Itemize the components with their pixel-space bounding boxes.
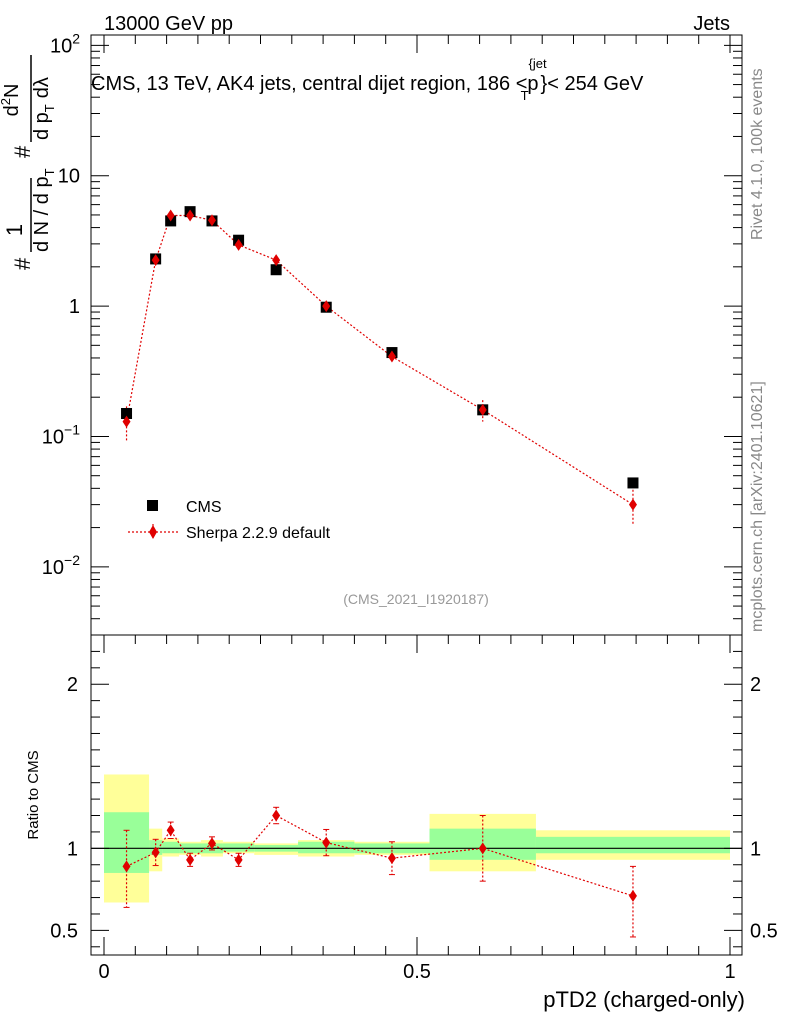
sherpa-point bbox=[272, 254, 281, 267]
sherpa-line bbox=[125, 214, 634, 506]
ratio-band-inner bbox=[162, 841, 180, 854]
sherpa-point bbox=[122, 415, 131, 428]
x-axis-label: pTD2 (charged-only) bbox=[543, 987, 745, 1012]
ratio-band-inner bbox=[535, 836, 730, 854]
analysis-watermark: (CMS_2021_I1920187) bbox=[343, 591, 489, 607]
ratio-y-ticks: 2 2 1 1 0.5 0.5 bbox=[50, 634, 778, 948]
y-label-frac2-num: d2N bbox=[0, 84, 23, 117]
sherpa-point bbox=[478, 403, 487, 416]
sherpa-point bbox=[151, 254, 160, 267]
ratio-y-tick-label: 1 bbox=[67, 838, 78, 860]
sherpa-point bbox=[234, 238, 243, 251]
main-y-tick-label: 1 bbox=[69, 296, 80, 318]
main-y-tick-label: 10 bbox=[58, 166, 80, 188]
ratio-y-tick-label: 2 bbox=[67, 674, 78, 696]
plot-title-end: }< 254 GeV bbox=[541, 73, 645, 95]
side-rivet: Rivet 4.1.0, 100k events bbox=[749, 68, 766, 240]
ratio-sherpa-point bbox=[207, 837, 216, 850]
main-panel-frame bbox=[90, 34, 743, 636]
plot-title-sup: {jet bbox=[529, 56, 547, 71]
ratio-sherpa-point bbox=[166, 824, 175, 837]
ratio-y-tick-label-right: 2 bbox=[750, 674, 761, 696]
cms-point bbox=[627, 477, 639, 489]
plot-title-main: CMS, 13 TeV, AK4 jets, central dijet reg… bbox=[91, 73, 539, 95]
plot-title: CMS, 13 TeV, AK4 jets, central dijet reg… bbox=[91, 56, 644, 103]
main-y-ticks: 102 10 1 10−1 10−2 bbox=[42, 30, 742, 636]
cms-point bbox=[270, 264, 282, 276]
main-y-tick-label: 10−2 bbox=[42, 552, 80, 579]
legend-cms-marker bbox=[147, 500, 158, 511]
y-label-frac2-den: d pTdλ bbox=[31, 77, 57, 140]
sherpa-point bbox=[207, 214, 216, 227]
y-label-frac1-den: d N / d pT bbox=[31, 168, 57, 252]
sherpa-point bbox=[387, 350, 396, 363]
side-mcplots: mcplots.cern.ch [arXiv:2401.10621] bbox=[749, 381, 766, 632]
sherpa-point bbox=[166, 209, 175, 222]
ratio-y-label: Ratio to CMS bbox=[25, 750, 42, 839]
ratio-sherpa-point bbox=[272, 809, 281, 822]
sherpa-point bbox=[186, 209, 195, 222]
ratio-sherpa-point bbox=[628, 889, 637, 902]
main-y-label: # 1 d N / d pT # d2N d pTdλ bbox=[0, 55, 57, 270]
x-tick-label: 0 bbox=[98, 961, 109, 983]
y-label-hash2: # bbox=[10, 145, 35, 158]
ratio-y-tick-label-right: 1 bbox=[750, 838, 761, 860]
ratio-band-inner bbox=[222, 843, 255, 852]
legend-sherpa-label: Sherpa 2.2.9 default bbox=[186, 525, 331, 542]
x-ticks: 0 0.5 1 bbox=[98, 35, 736, 983]
ratio-sherpa-point bbox=[387, 852, 396, 865]
legend-cms-label: CMS bbox=[186, 499, 222, 516]
plot-title-sub: T bbox=[521, 88, 529, 103]
header-left: 13000 GeV pp bbox=[104, 13, 233, 35]
legend-sherpa-marker bbox=[149, 525, 157, 539]
header-right: Jets bbox=[693, 13, 730, 35]
sherpa-point bbox=[322, 300, 331, 313]
x-tick-label: 1 bbox=[724, 961, 735, 983]
ratio-sherpa-point bbox=[151, 846, 160, 859]
ratio-sherpa-point bbox=[122, 860, 131, 873]
main-y-tick-label: 10−1 bbox=[42, 421, 80, 448]
ratio-plot-data bbox=[91, 774, 742, 938]
ratio-panel-frame bbox=[90, 634, 743, 956]
ratio-sherpa-point bbox=[322, 836, 331, 849]
main-y-tick-label: 102 bbox=[50, 30, 80, 57]
y-label-hash1: # bbox=[10, 257, 35, 270]
y-label-frac1-num: 1 bbox=[2, 224, 27, 236]
ratio-sherpa-point bbox=[234, 853, 243, 866]
ratio-sherpa-point bbox=[478, 842, 487, 855]
x-tick-label: 0.5 bbox=[403, 961, 431, 983]
ratio-sherpa-point bbox=[186, 853, 195, 866]
ratio-y-tick-label: 0.5 bbox=[50, 920, 78, 942]
cms-point bbox=[121, 407, 133, 419]
ratio-y-tick-label-right: 0.5 bbox=[750, 920, 778, 942]
sherpa-point bbox=[628, 498, 637, 511]
main-plot-data bbox=[121, 206, 639, 525]
